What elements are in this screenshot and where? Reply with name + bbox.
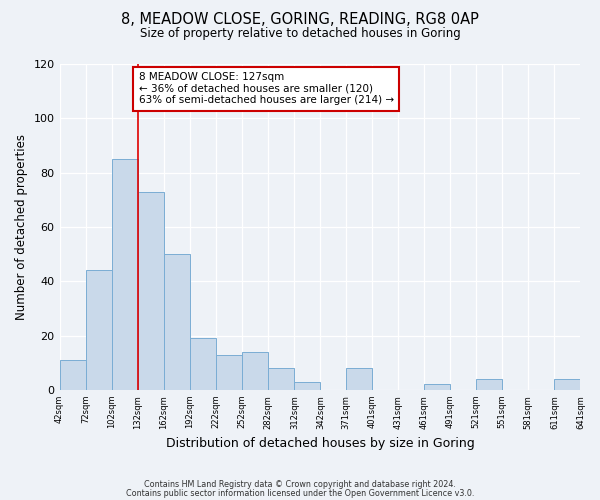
- Bar: [112, 159, 138, 390]
- Bar: [295, 382, 320, 390]
- Bar: [268, 368, 295, 390]
- Bar: [138, 192, 164, 390]
- Text: 8 MEADOW CLOSE: 127sqm
← 36% of detached houses are smaller (120)
63% of semi-de: 8 MEADOW CLOSE: 127sqm ← 36% of detached…: [139, 72, 394, 106]
- Y-axis label: Number of detached properties: Number of detached properties: [15, 134, 28, 320]
- Bar: [554, 379, 581, 390]
- Text: 8, MEADOW CLOSE, GORING, READING, RG8 0AP: 8, MEADOW CLOSE, GORING, READING, RG8 0A…: [121, 12, 479, 28]
- Bar: [346, 368, 372, 390]
- Bar: [59, 360, 86, 390]
- Text: Size of property relative to detached houses in Goring: Size of property relative to detached ho…: [140, 28, 460, 40]
- Text: Contains public sector information licensed under the Open Government Licence v3: Contains public sector information licen…: [126, 488, 474, 498]
- Bar: [424, 384, 450, 390]
- X-axis label: Distribution of detached houses by size in Goring: Distribution of detached houses by size …: [166, 437, 475, 450]
- Bar: [164, 254, 190, 390]
- Text: Contains HM Land Registry data © Crown copyright and database right 2024.: Contains HM Land Registry data © Crown c…: [144, 480, 456, 489]
- Bar: [242, 352, 268, 390]
- Bar: [190, 338, 216, 390]
- Bar: [86, 270, 112, 390]
- Bar: [476, 379, 502, 390]
- Bar: [216, 354, 242, 390]
